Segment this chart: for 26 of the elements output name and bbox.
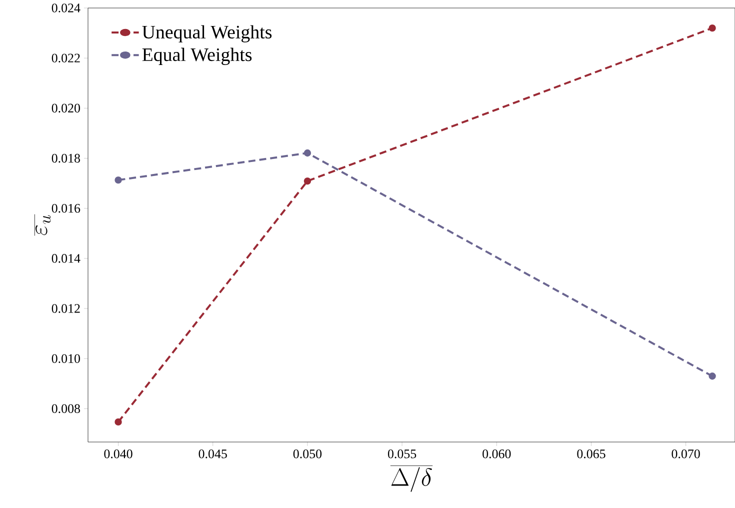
point bbox=[708, 372, 716, 380]
legend-label: Equal Weights bbox=[142, 48, 252, 66]
x-tick-label: 0.045 bbox=[198, 450, 227, 458]
y-tick-label: 0.012 bbox=[52, 304, 80, 313]
x-tick-label: 0.050 bbox=[293, 450, 322, 458]
y-tick-label: 0.022 bbox=[52, 54, 80, 62]
x-tick-label: 0.055 bbox=[388, 450, 416, 458]
point bbox=[304, 149, 312, 157]
point bbox=[708, 24, 716, 32]
point bbox=[114, 176, 122, 184]
point bbox=[304, 177, 312, 185]
y-tick-label: 0.014 bbox=[52, 254, 80, 263]
y-tick-label: 0.024 bbox=[52, 4, 80, 12]
point bbox=[114, 418, 122, 426]
legend-label: Unequal Weights bbox=[142, 25, 272, 42]
y-axis-title: $\overline{\varepsilon_u}$ bbox=[34, 214, 51, 236]
y-tick-label: 0.016 bbox=[52, 204, 80, 213]
x-tick-label: 0.070 bbox=[672, 450, 700, 458]
y-tick-label: 0.020 bbox=[52, 104, 80, 113]
x-axis-title: $\overline{\Delta/\delta}$ bbox=[390, 466, 433, 492]
y-tick-label: 0.018 bbox=[52, 154, 80, 163]
x-tick-label: 0.060 bbox=[482, 450, 511, 458]
y-tick-label: 0.010 bbox=[52, 354, 80, 364]
y-tick-label: 0.008 bbox=[52, 404, 80, 414]
x-tick-label: 0.065 bbox=[577, 450, 606, 458]
x-tick-label: 0.040 bbox=[104, 450, 132, 458]
